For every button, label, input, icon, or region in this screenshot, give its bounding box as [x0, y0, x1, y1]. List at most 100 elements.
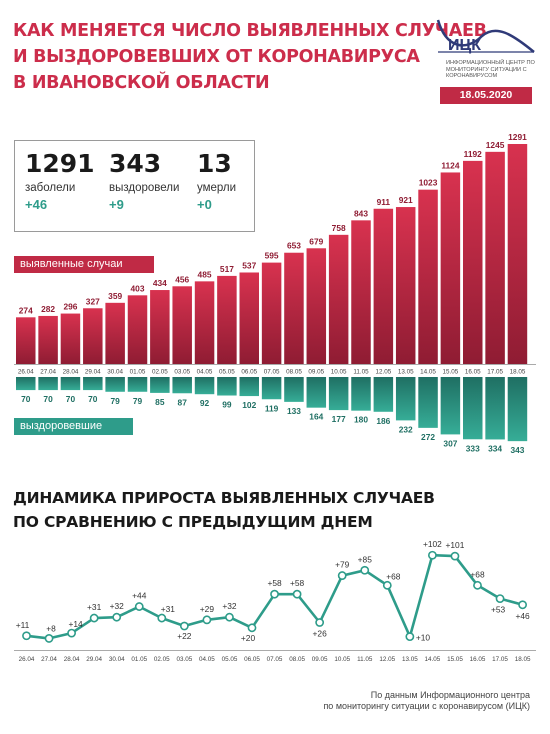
recovered-bar: [418, 377, 438, 428]
increase-value-label: +46: [515, 611, 530, 621]
recovered-bar: [150, 377, 170, 393]
increase-point: [518, 600, 527, 610]
recovered-value-label: 70: [88, 394, 98, 404]
line-category-label: 29.04: [86, 656, 102, 663]
recovered-value-label: 272: [421, 432, 435, 442]
confirmed-value-label: 1245: [486, 140, 505, 150]
recovered-value-label: 307: [443, 438, 457, 448]
confirmed-value-label: 595: [265, 251, 279, 261]
increase-point: [202, 615, 212, 625]
confirmed-bar: [463, 160, 483, 364]
confirmed-bar: [507, 144, 528, 364]
confirmed-value-label: 1124: [441, 160, 460, 170]
line-category-label: 27.04: [41, 656, 57, 663]
recovered-bar: [239, 377, 259, 397]
increase-value-label: +101: [446, 540, 465, 550]
bar-category-label: 17.05: [487, 369, 503, 376]
recovered-value-label: 70: [43, 394, 53, 404]
confirmed-value-label: 1291: [508, 132, 527, 142]
recovered-bar: [463, 377, 483, 440]
increase-point: [112, 612, 122, 622]
confirmed-value-label: 456: [175, 274, 189, 284]
bar-category-label: 28.04: [63, 369, 79, 376]
recovered-bar: [105, 377, 125, 392]
increase-value-label: +102: [423, 539, 442, 549]
confirmed-value-label: 485: [198, 269, 212, 279]
recovered-bar: [440, 377, 461, 435]
confirmed-bar: [127, 295, 148, 364]
increase-point: [179, 621, 189, 631]
increase-point: [44, 634, 54, 643]
line-category-label: 02.05: [154, 656, 170, 663]
stat-confirmed: 1291 заболели +46: [25, 149, 95, 213]
bar-category-label: 11.05: [353, 369, 369, 376]
recovered-value-label: 180: [354, 415, 368, 425]
line-category-label: 11.05: [357, 656, 373, 663]
recovered-bar: [306, 377, 327, 408]
recovered-value-label: 79: [110, 396, 120, 406]
recovered-bar: [395, 377, 416, 421]
increase-point: [134, 602, 144, 611]
section-title-line-1: Динамика прироста выявленных случаев: [13, 489, 435, 507]
line-category-label: 12.05: [379, 656, 395, 663]
recovered-bar: [83, 377, 103, 391]
confirmed-value-label: 359: [108, 291, 122, 301]
confirmed-bar: [172, 286, 192, 364]
recovered-bar: [172, 377, 192, 394]
stat-confirmed-label: заболели: [25, 182, 76, 194]
recovered-value-label: 164: [309, 412, 323, 422]
recovered-bar: [351, 377, 371, 411]
stat-recovered: 343 выздоровели +9: [109, 149, 179, 213]
bar-category-label: 05.05: [219, 369, 235, 376]
recovered-value-label: 133: [287, 406, 301, 416]
bar-category-label: 26.04: [18, 369, 34, 376]
increase-point: [360, 565, 370, 575]
confirmed-value-label: 843: [354, 208, 368, 218]
bar-category-label: 15.05: [443, 369, 459, 376]
recovered-value-label: 85: [155, 397, 165, 407]
page-title-line-1: Как меняется число выявленных случаев: [13, 21, 487, 41]
increase-value-label: +32: [222, 601, 237, 611]
source-line-1: По данным Информационного центра: [370, 690, 530, 700]
increase-value-label: +32: [110, 601, 125, 611]
increase-point: [292, 589, 302, 599]
bar-category-label: 06.05: [241, 369, 257, 376]
confirmed-bar: [150, 290, 170, 364]
confirmed-value-label: 282: [41, 304, 55, 314]
section-title-line-2: по сравнению с предыдущим днем: [13, 513, 373, 531]
section-title: Динамика прироста выявленных случаев по …: [13, 486, 533, 534]
bar-category-label: 14.05: [420, 369, 436, 376]
increase-value-label: +53: [491, 605, 506, 615]
recovered-bar: [507, 377, 528, 442]
confirmed-value-label: 1023: [419, 178, 438, 188]
confirmed-bar: [217, 275, 237, 364]
increase-value-label: +68: [386, 571, 401, 581]
page-title-line-3: в Ивановской области: [13, 73, 270, 93]
increase-value-label: +10: [416, 633, 431, 643]
confirmed-bar: [440, 172, 461, 364]
line-category-label: 13.05: [402, 656, 418, 663]
increase-value-label: +11: [16, 620, 30, 630]
recovered-value-label: 232: [399, 424, 413, 434]
confirmed-bar: [418, 189, 438, 364]
logo-name: ИЦК: [448, 37, 481, 54]
line-category-label: 08.05: [289, 656, 305, 663]
recovered-value-label: 102: [242, 400, 256, 410]
line-category-label: 09.05: [312, 656, 328, 663]
stats-box: 1291 заболели +46 343 выздоровели +9 13 …: [14, 140, 255, 232]
confirmed-value-label: 1192: [464, 149, 483, 159]
confirmed-bar: [351, 220, 371, 364]
ick-logo: ИЦК: [436, 19, 535, 54]
confirmed-value-label: 758: [332, 223, 346, 233]
increase-point: [495, 594, 505, 603]
recovered-bar: [217, 377, 237, 396]
increase-point: [225, 612, 234, 622]
stat-deaths-number: 13: [197, 149, 232, 178]
recovered-bar: [373, 377, 394, 412]
confirmed-value-label: 653: [287, 241, 301, 251]
bar-category-label: 03.05: [174, 369, 190, 376]
bar-category-label: 09.05: [308, 369, 324, 376]
recovered-value-label: 119: [265, 403, 279, 413]
confirmed-value-label: 517: [220, 264, 234, 274]
recovered-bar: [194, 377, 215, 395]
